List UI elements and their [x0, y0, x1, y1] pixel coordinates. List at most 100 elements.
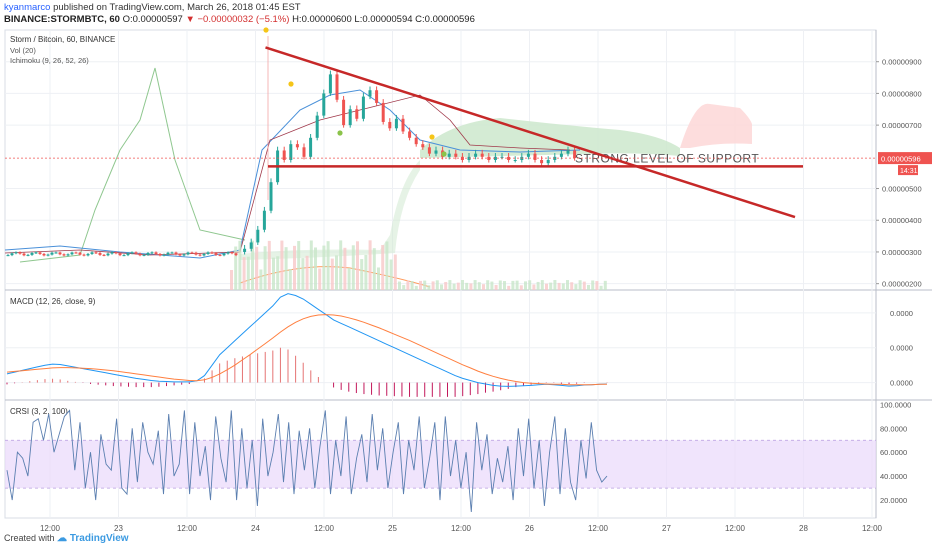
candle-body	[30, 252, 34, 255]
tradingview-brand: TradingView	[69, 533, 129, 544]
volume-bar	[603, 280, 607, 290]
candle-body	[98, 252, 102, 255]
candles	[6, 70, 577, 257]
y-tick-label: 0.00000800	[882, 89, 922, 98]
volume-bar	[364, 254, 368, 290]
candle-body	[166, 252, 170, 255]
y-tick-label: 0.00000200	[882, 280, 922, 289]
x-tick-label: 12:00	[177, 524, 198, 533]
symbol-header: BINANCE:STORMBTC, 60 O:0.00000597 ▼ −0.0…	[4, 14, 475, 25]
volume-bar	[288, 268, 292, 290]
ichimoku-label: Ichimoku (9, 26, 52, 26)	[10, 56, 89, 65]
candle-body	[46, 254, 50, 256]
volume-bar	[280, 240, 284, 290]
candle-body	[174, 252, 178, 255]
volume-bar	[259, 269, 263, 290]
candle-body	[222, 253, 226, 256]
created-with-label: Created with	[4, 533, 55, 543]
candle-body	[110, 252, 114, 254]
tradingview-logo: ☁ TradingView	[57, 533, 129, 544]
candle-body	[50, 252, 54, 255]
volume-bar	[326, 241, 330, 290]
candle-body	[348, 109, 352, 126]
high-value: H:0.00000600	[292, 14, 352, 25]
x-tick-label: 12:00	[451, 524, 472, 533]
volume-bar	[263, 246, 267, 290]
volume-bar	[448, 280, 452, 290]
volume-bar	[393, 254, 397, 290]
volume-bar	[566, 280, 569, 290]
volume-bar	[528, 280, 532, 290]
candle-body	[540, 160, 544, 164]
candle-body	[126, 253, 130, 256]
candle-body	[182, 254, 186, 256]
volume-bar	[536, 281, 540, 290]
candle-body	[210, 252, 214, 254]
volume-bar	[234, 246, 238, 290]
candle-body	[102, 254, 106, 256]
candle-body	[256, 229, 260, 243]
candle-body	[106, 253, 110, 256]
candle-body	[526, 153, 530, 157]
change-value: ▼ −0.00000032 (−5.1%)	[185, 14, 290, 25]
candle-body	[26, 254, 30, 256]
ichimoku-cloud-red	[680, 103, 752, 148]
last-price-label: 0.00000596	[881, 155, 921, 164]
volume-bars	[230, 240, 607, 290]
candle-body	[546, 160, 550, 164]
candle-body	[375, 90, 379, 103]
volume-bar	[410, 281, 414, 290]
candle-body	[480, 153, 484, 157]
candle-body	[202, 253, 206, 256]
volume-bar	[419, 280, 422, 290]
volume-bar	[427, 285, 431, 290]
crsi-line	[6, 409, 608, 513]
volume-bar	[398, 281, 401, 290]
open-value: O:0.00000597	[122, 14, 183, 25]
x-tick-label: 27	[662, 524, 671, 533]
volume-bar	[452, 283, 456, 290]
volume-bar	[297, 241, 301, 290]
volume-bar	[540, 280, 544, 290]
y-tick-label: 20.0000	[880, 496, 907, 505]
candle-body	[122, 255, 126, 257]
candle-body	[14, 252, 18, 254]
volume-bar	[473, 280, 477, 290]
volume-bar	[356, 241, 359, 290]
candle-body	[401, 118, 405, 132]
volume-bar	[524, 281, 527, 290]
candle-body	[178, 254, 182, 256]
volume-bar	[557, 282, 561, 290]
volume-bar	[574, 284, 578, 290]
candle-body	[269, 182, 273, 211]
volume-bar	[515, 280, 519, 290]
macd-line	[6, 293, 608, 387]
volume-bar	[591, 280, 595, 290]
author-link[interactable]: kyanmarco	[4, 2, 51, 13]
ichimoku-marker	[288, 81, 294, 87]
candle-body	[34, 252, 38, 254]
volume-bar	[238, 240, 242, 290]
volume-bar	[582, 281, 586, 290]
volume-bar	[503, 281, 506, 290]
candle-body	[454, 153, 458, 157]
candle-body	[94, 252, 98, 254]
candle-body	[513, 160, 517, 161]
y-tick-label: 60.0000	[880, 448, 907, 457]
y-tick-label: 0.0000	[890, 309, 913, 318]
candle-body	[282, 150, 286, 160]
volume-bar	[599, 285, 603, 290]
y-tick-label: 40.0000	[880, 472, 907, 481]
volume-bar	[465, 282, 469, 290]
candle-body	[500, 156, 504, 158]
candle-body	[414, 137, 418, 145]
volume-bar	[242, 257, 246, 290]
volume-bar	[595, 281, 599, 290]
volume-bar	[477, 282, 481, 290]
x-tick-label: 25	[388, 524, 397, 533]
candle-body	[427, 147, 431, 154]
candle-body	[342, 99, 346, 126]
vol-label: Vol (20)	[10, 46, 36, 55]
macd-histogram	[6, 347, 608, 397]
